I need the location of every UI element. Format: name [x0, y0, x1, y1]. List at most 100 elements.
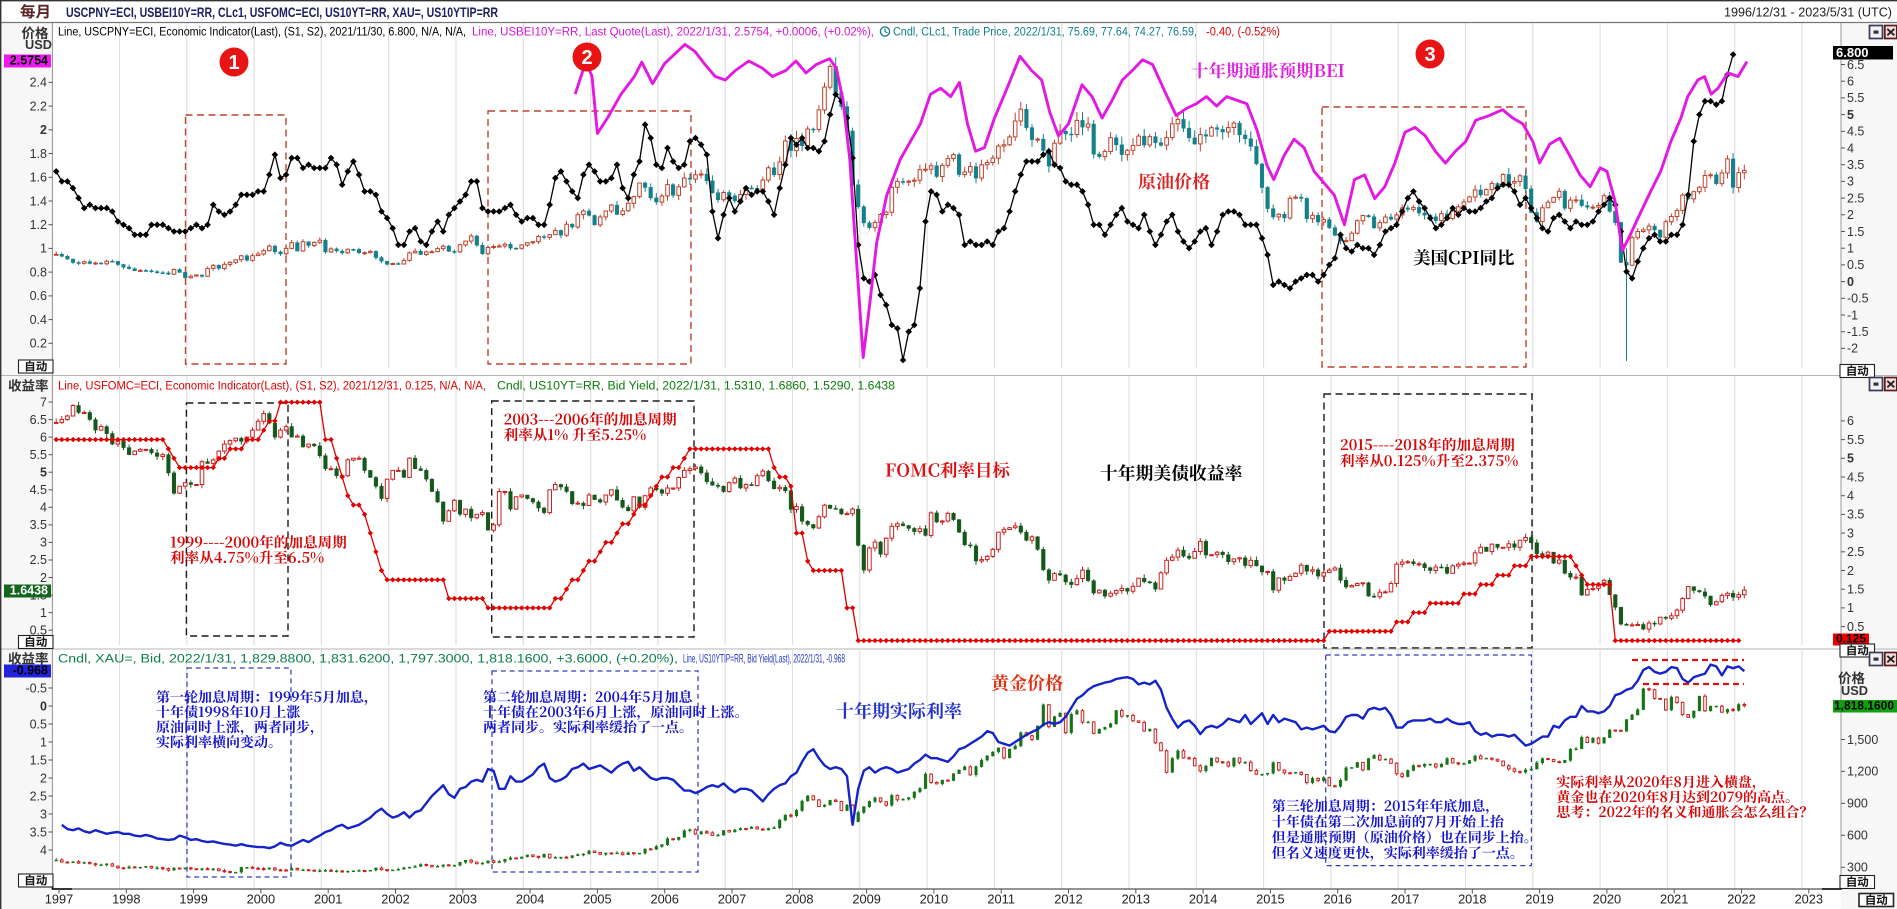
svg-text:2011: 2011: [987, 892, 1015, 907]
svg-text:2010: 2010: [920, 892, 948, 907]
svg-text:5: 5: [40, 466, 47, 480]
svg-text:2.5: 2.5: [30, 553, 47, 567]
svg-text:300: 300: [1847, 861, 1868, 875]
svg-text:0.6: 0.6: [30, 289, 47, 303]
svg-text:1.5: 1.5: [1847, 225, 1864, 239]
svg-text:2016: 2016: [1323, 892, 1351, 907]
svg-text:3: 3: [1847, 175, 1854, 189]
svg-text:USD: USD: [1841, 683, 1868, 698]
svg-text:2.5: 2.5: [1847, 191, 1864, 205]
svg-text:-1: -1: [1847, 308, 1858, 322]
svg-text:2012: 2012: [1054, 892, 1082, 907]
svg-text:4: 4: [40, 501, 47, 515]
svg-text:4: 4: [1847, 141, 1854, 155]
svg-text:0.5: 0.5: [1847, 258, 1864, 272]
svg-text:2014: 2014: [1189, 892, 1217, 907]
svg-text:2: 2: [40, 123, 47, 137]
svg-text:0.5: 0.5: [30, 717, 47, 731]
svg-text:2019: 2019: [1525, 892, 1553, 907]
svg-text:0.4: 0.4: [30, 313, 47, 327]
svg-text:2.5: 2.5: [30, 789, 47, 803]
svg-text:1997: 1997: [45, 892, 73, 907]
svg-text:1998: 1998: [112, 892, 140, 907]
svg-text:1.8: 1.8: [30, 147, 47, 161]
svg-text:2.5754: 2.5754: [10, 54, 48, 68]
svg-text:-2: -2: [1847, 342, 1858, 356]
svg-text:6: 6: [1847, 75, 1854, 89]
svg-text:2009: 2009: [852, 892, 880, 907]
svg-text:USD: USD: [25, 37, 52, 52]
svg-text:2017: 2017: [1391, 892, 1419, 907]
svg-text:1.2: 1.2: [30, 218, 47, 232]
svg-text:5: 5: [1847, 108, 1854, 122]
svg-text:5.5: 5.5: [30, 448, 47, 462]
svg-text:2.5: 2.5: [1847, 545, 1864, 559]
svg-text:3.5: 3.5: [30, 518, 47, 532]
svg-text:6.5: 6.5: [1847, 58, 1864, 72]
svg-text:Line, USCPNY=ECI, Economic Ind: Line, USCPNY=ECI, Economic Indicator(Las…: [58, 25, 466, 39]
svg-text:1,200: 1,200: [1847, 765, 1878, 779]
svg-text:2021: 2021: [1660, 892, 1688, 907]
svg-text:600: 600: [1847, 829, 1868, 843]
svg-text:5.5: 5.5: [1847, 91, 1864, 105]
svg-text:2001: 2001: [314, 892, 342, 907]
svg-text:4.5: 4.5: [30, 483, 47, 497]
svg-text:3.5: 3.5: [1847, 508, 1864, 522]
svg-text:0.5: 0.5: [30, 624, 47, 638]
svg-text:0.8: 0.8: [30, 265, 47, 279]
svg-text:4.5: 4.5: [1847, 470, 1864, 484]
svg-text:0: 0: [1847, 275, 1854, 289]
svg-text:1: 1: [40, 242, 47, 256]
svg-text:1: 1: [1847, 601, 1854, 615]
svg-text:2022: 2022: [1727, 892, 1755, 907]
svg-text:2004: 2004: [516, 892, 544, 907]
svg-text:7: 7: [40, 395, 47, 409]
svg-text:2: 2: [1847, 564, 1854, 578]
svg-text:3: 3: [40, 536, 47, 550]
svg-text:USCPNY=ECI, USBEI10Y=RR, CLc1,: USCPNY=ECI, USBEI10Y=RR, CLc1, USFOMC=EC…: [66, 5, 498, 20]
svg-text:2003: 2003: [449, 892, 477, 907]
svg-text:4: 4: [40, 843, 47, 857]
svg-text:1: 1: [40, 606, 47, 620]
svg-text:4: 4: [1847, 489, 1854, 503]
svg-text:1.4: 1.4: [30, 194, 47, 208]
svg-text:1: 1: [228, 52, 239, 74]
svg-text:2002: 2002: [381, 892, 409, 907]
svg-text:2: 2: [40, 571, 47, 585]
svg-text:6.800: 6.800: [1836, 45, 1869, 60]
svg-text:1: 1: [1847, 242, 1854, 256]
svg-text:-1.5: -1.5: [1847, 325, 1869, 339]
svg-text:5.5: 5.5: [1847, 433, 1864, 447]
svg-text:2005: 2005: [583, 892, 611, 907]
svg-text:1.5: 1.5: [1847, 583, 1864, 597]
svg-text:0.125: 0.125: [1836, 632, 1866, 646]
svg-text:1.5: 1.5: [30, 753, 47, 767]
svg-text:2000: 2000: [247, 892, 275, 907]
svg-text:0.5: 0.5: [1847, 620, 1864, 634]
svg-text:2008: 2008: [785, 892, 813, 907]
svg-text:6.5: 6.5: [30, 413, 47, 427]
svg-text:1.6: 1.6: [30, 171, 47, 185]
svg-text:1.6438: 1.6438: [10, 584, 48, 598]
svg-text:6: 6: [1847, 414, 1854, 428]
svg-text:-0.5: -0.5: [25, 681, 47, 695]
svg-text:1996/12/31 - 2023/5/31 (UTC): 1996/12/31 - 2023/5/31 (UTC): [1724, 6, 1892, 20]
svg-text:2: 2: [40, 771, 47, 785]
svg-text:Cndl, US10YT=RR, Bid Yield, 20: Cndl, US10YT=RR, Bid Yield, 2022/1/31, 1…: [497, 379, 895, 393]
svg-text:Cndl, CLc1, Trade Price, 2022/: Cndl, CLc1, Trade Price, 2022/1/31, 75.6…: [893, 25, 1197, 39]
svg-text:3: 3: [1847, 526, 1854, 540]
svg-text:3: 3: [1424, 44, 1435, 66]
svg-text:3.5: 3.5: [1847, 158, 1864, 172]
svg-text:900: 900: [1847, 797, 1868, 811]
svg-text:-0.5: -0.5: [1847, 292, 1869, 306]
svg-text:6: 6: [40, 430, 47, 444]
svg-text:4.5: 4.5: [1847, 125, 1864, 139]
svg-text:2: 2: [581, 47, 592, 69]
svg-text:3: 3: [40, 807, 47, 821]
svg-text:2023: 2023: [1795, 892, 1823, 907]
svg-text:0: 0: [40, 699, 47, 713]
svg-text:Cndl, XAU=, Bid, 2022/1/31, 1,: Cndl, XAU=, Bid, 2022/1/31, 1,829.8800, …: [58, 652, 678, 666]
svg-text:2007: 2007: [718, 892, 746, 907]
svg-text:5: 5: [1847, 452, 1854, 466]
svg-text:-0.40, (-0.52%): -0.40, (-0.52%): [1206, 25, 1280, 39]
